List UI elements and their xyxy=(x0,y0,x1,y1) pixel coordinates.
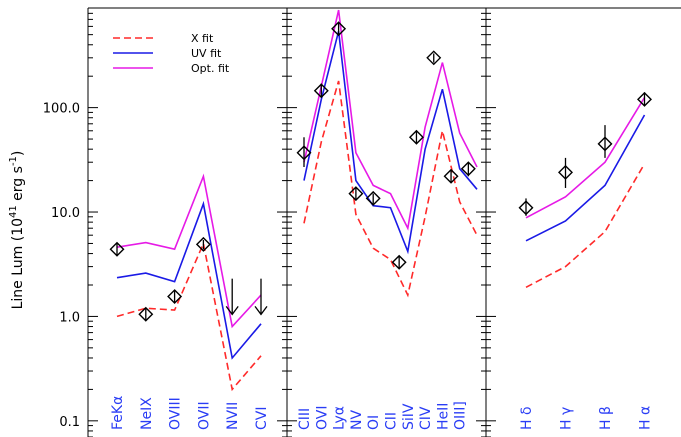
observed-point xyxy=(167,289,183,305)
category-label: H α xyxy=(638,406,654,430)
observed-point xyxy=(138,306,154,322)
observed-point xyxy=(109,241,125,257)
x-fit-line-panel-3 xyxy=(525,163,646,289)
y-axis-title-close: ) xyxy=(10,151,26,156)
observed-point xyxy=(443,168,459,184)
category-labels: FeKα NeIX OVIII OVII NVII CVI CIII OVI Lyα NV OI CI… xyxy=(110,396,654,430)
category-label: H γ xyxy=(559,407,575,430)
uv-fit-line-panel-2 xyxy=(303,31,478,255)
opt-fit-line-panel-2 xyxy=(303,9,478,231)
category-label: OVII xyxy=(196,401,212,430)
y-axis-title-main: Line Lum (10 xyxy=(10,218,26,309)
observed-point xyxy=(426,50,442,66)
category-label: NVII xyxy=(225,402,241,430)
y-axis-title-mid: erg s xyxy=(10,166,26,205)
category-label: CIII xyxy=(297,408,313,430)
observed-point xyxy=(195,236,211,252)
legend-label: UV fit xyxy=(191,47,222,60)
y-axis-title-exp2: -1 xyxy=(8,156,19,166)
category-label: OVI xyxy=(314,406,330,430)
category-label: H δ xyxy=(519,406,535,430)
observed-point xyxy=(348,186,364,202)
observed-point xyxy=(637,91,652,107)
category-label: SiIV xyxy=(401,403,417,430)
y-axis-title-exp1: 41 xyxy=(8,205,19,218)
category-label: OVIII xyxy=(168,397,184,430)
category-label: HeII xyxy=(435,403,451,430)
uv-fit-line-panel-3 xyxy=(525,114,646,242)
x-fit-line-panel-2 xyxy=(303,80,478,298)
observed-point xyxy=(518,200,534,216)
category-label: FeKα xyxy=(110,396,126,430)
observed-point xyxy=(313,83,329,99)
y-axis-title: Line Lum (1041 erg s-1) xyxy=(8,151,26,310)
observed-point xyxy=(460,161,476,177)
category-label: H β xyxy=(598,406,614,430)
y-axis: 0.1 1.0 10.0 100.0 xyxy=(43,7,496,437)
category-label: OI xyxy=(366,415,382,430)
y-tick-label: 1.0 xyxy=(59,310,80,325)
category-label: CVI xyxy=(254,407,270,430)
legend-label: Opt. fit xyxy=(191,62,230,75)
observed-point xyxy=(365,190,381,206)
series-layer xyxy=(109,9,652,392)
observed-point xyxy=(597,136,613,152)
legend-label: X fit xyxy=(191,32,214,45)
opt-fit-line-panel-1 xyxy=(116,173,262,329)
category-label: NeIX xyxy=(139,397,155,430)
observed-point xyxy=(558,164,573,180)
y-tick-label: 0.1 xyxy=(59,415,80,430)
observed-point xyxy=(391,254,407,270)
chart-frame xyxy=(87,7,681,437)
category-label: CIV xyxy=(418,406,434,430)
observed-point xyxy=(331,21,347,37)
category-label: Lyα xyxy=(332,406,348,430)
observed-point xyxy=(296,145,312,161)
legend: X fit UV fit Opt. fit xyxy=(113,32,230,75)
opt-fit-line-panel-3 xyxy=(525,97,646,219)
observed-point xyxy=(408,129,424,145)
upper-limit-arrow xyxy=(254,306,268,316)
category-label: CII xyxy=(384,412,400,430)
category-label: OIII] xyxy=(453,401,469,430)
uv-fit-line-panel-1 xyxy=(116,200,262,360)
category-label: NV xyxy=(349,410,365,430)
y-tick-label: 10.0 xyxy=(51,206,80,221)
upper-limit-arrow xyxy=(225,306,239,316)
y-tick-label: 100.0 xyxy=(43,102,80,117)
x-fit-line-panel-1 xyxy=(116,240,262,392)
